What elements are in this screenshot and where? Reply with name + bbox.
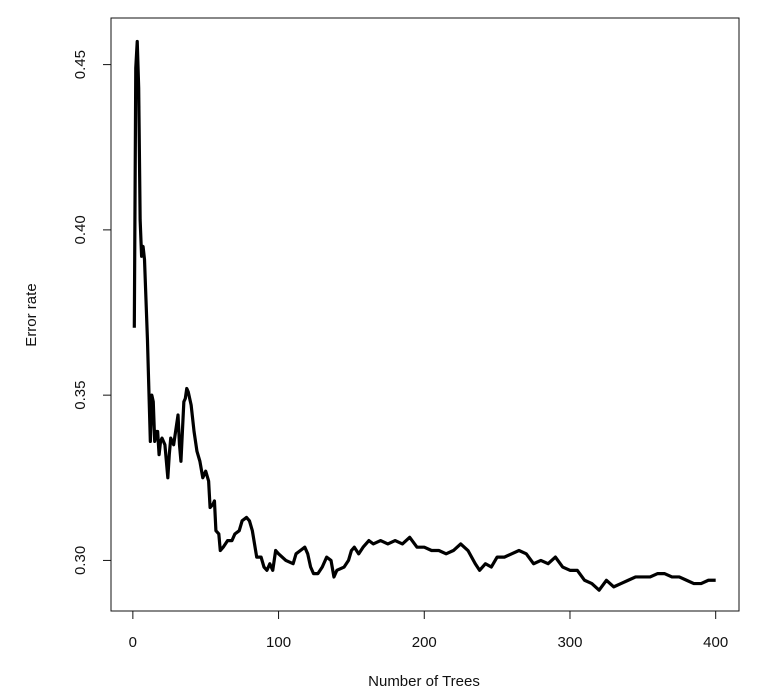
y-tick-label: 0.45 xyxy=(72,50,89,79)
y-tick-label: 0.40 xyxy=(72,215,89,244)
error-line xyxy=(132,39,716,592)
x-tick-label: 100 xyxy=(266,634,291,651)
x-tick-label: 0 xyxy=(129,634,137,651)
y-axis-label: Error rate xyxy=(23,283,40,346)
plot-frame xyxy=(110,17,740,612)
x-tick-label: 200 xyxy=(412,634,437,651)
x-tick-label: 300 xyxy=(557,634,582,651)
y-tick-label: 0.35 xyxy=(72,381,89,410)
y-tick-label: 0.30 xyxy=(72,546,89,575)
x-tick-label: 400 xyxy=(703,634,728,651)
x-axis-label: Number of Trees xyxy=(368,673,480,690)
